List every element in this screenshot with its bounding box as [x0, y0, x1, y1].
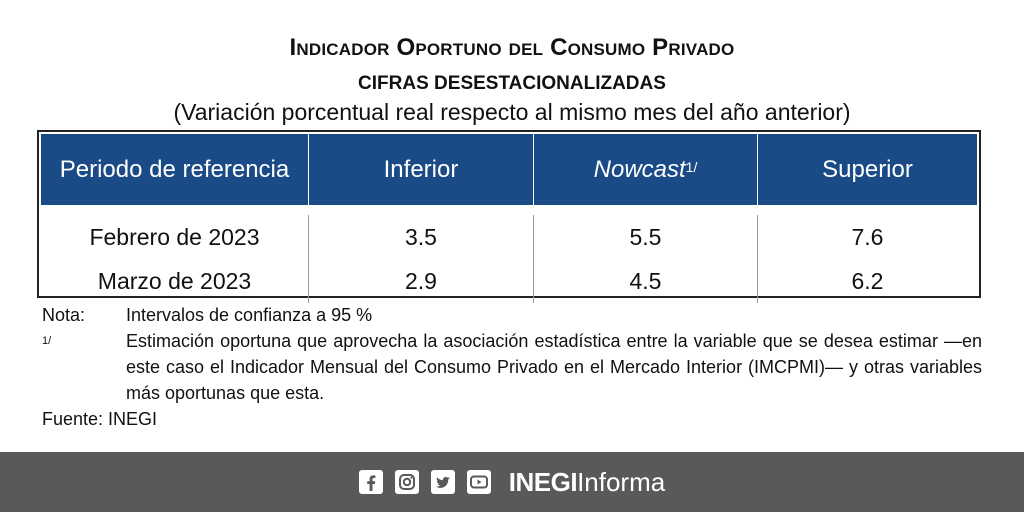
twitter-icon[interactable] — [430, 470, 455, 494]
youtube-icon[interactable] — [466, 470, 491, 494]
nowcast-footnote-marker: 1/ — [685, 158, 698, 175]
column-header-superior: Superior — [822, 155, 913, 183]
column-header-nowcast: Nowcast 1/ — [534, 134, 758, 205]
note-row: Nota: Intervalos de confianza a 95 % — [42, 302, 982, 328]
data-table: Periodo de referencia Inferior Nowcast 1/… — [37, 130, 981, 303]
table-body: Febrero de 2023 3.5 5.5 7.6 Marzo de 202… — [41, 205, 977, 303]
social-icons — [358, 470, 491, 494]
footnote-text: Estimación oportuna que aprovecha la aso… — [126, 331, 982, 403]
column-header-inferior: Inferior — [309, 134, 534, 205]
cell-inferior: 2.9 — [309, 259, 534, 303]
note-label: Nota: — [42, 305, 86, 325]
brand-bold: INEGI — [508, 466, 578, 497]
cell-nowcast: 4.5 — [534, 259, 758, 303]
report-title: Indicador Oportuno del Consumo Privado — [289, 34, 735, 61]
note-text: Intervalos de confianza a 95 % — [126, 305, 373, 325]
instagram-icon[interactable] — [394, 470, 419, 494]
inegi-informa-logo: INEGI Informa — [509, 467, 665, 498]
cell-periodo: Marzo de 2023 — [41, 259, 309, 303]
cell-superior: 6.2 — [851, 267, 884, 294]
footnote-label: 1/ — [42, 335, 52, 347]
cell-superior: 7.6 — [851, 223, 884, 250]
brand-light: Informa — [577, 466, 666, 497]
table-header: Periodo de referencia Inferior Nowcast 1/… — [41, 134, 977, 205]
cell-periodo: Febrero de 2023 — [41, 215, 309, 259]
column-header-periodo: Periodo de referencia — [41, 134, 309, 205]
source-text: Fuente: INEGI — [42, 409, 158, 429]
table-row: Febrero de 2023 3.5 5.5 7.6 — [41, 215, 977, 259]
cell-nowcast: 5.5 — [534, 215, 758, 259]
footnote-row: 1/ Estimación oportuna que aprovecha la … — [42, 328, 982, 406]
facebook-icon[interactable] — [358, 470, 383, 494]
report-subtitle: CIFRAS DESESTACIONALIZADAS — [358, 73, 666, 94]
table-row: Marzo de 2023 2.9 4.5 6.2 — [41, 259, 977, 303]
report-caption: (Variación porcentual real respecto al m… — [173, 99, 851, 125]
notes-section: Nota: Intervalos de confianza a 95 % 1/ … — [42, 302, 982, 432]
cell-inferior: 3.5 — [309, 215, 534, 259]
footer-bar: INEGI Informa — [0, 452, 1024, 512]
nowcast-label: Nowcast — [593, 155, 686, 183]
